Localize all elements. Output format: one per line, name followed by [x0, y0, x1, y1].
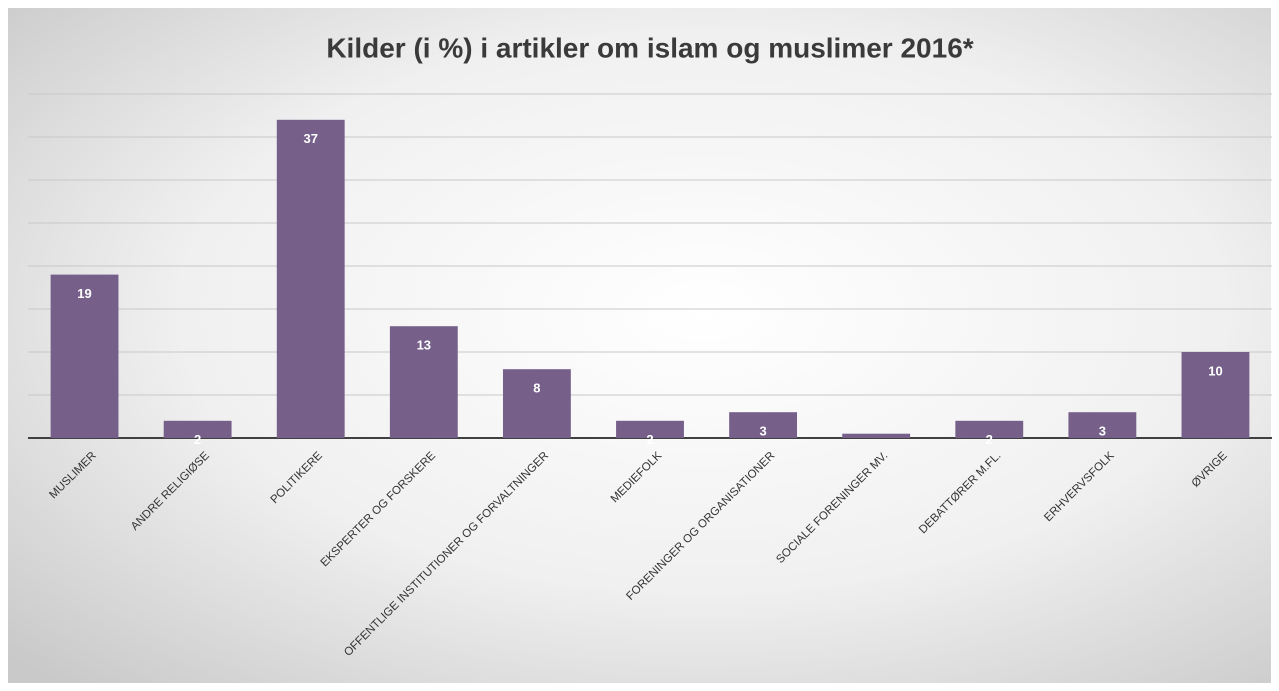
bar — [616, 420, 684, 438]
bar — [276, 119, 345, 439]
data-label: 19 — [77, 286, 91, 301]
bar — [1068, 412, 1137, 438]
data-label: 2 — [646, 432, 653, 447]
data-label: 37 — [303, 131, 317, 146]
chart-title: Kilder (i %) i artikler om islam og musl… — [326, 32, 973, 63]
data-label: 13 — [417, 338, 431, 353]
bar — [389, 326, 458, 438]
bar — [729, 412, 798, 438]
data-label: 2 — [986, 432, 993, 447]
data-label: 2 — [194, 432, 201, 447]
bar — [502, 369, 571, 438]
data-label: 10 — [1208, 363, 1222, 378]
bar — [955, 420, 1024, 438]
bar — [50, 274, 119, 438]
chart-background — [8, 8, 1271, 683]
bar — [842, 433, 911, 438]
data-label: 8 — [533, 381, 540, 396]
data-label: 3 — [759, 424, 766, 439]
bar — [1181, 352, 1250, 438]
bar — [163, 420, 232, 438]
data-label: 3 — [1099, 424, 1106, 439]
